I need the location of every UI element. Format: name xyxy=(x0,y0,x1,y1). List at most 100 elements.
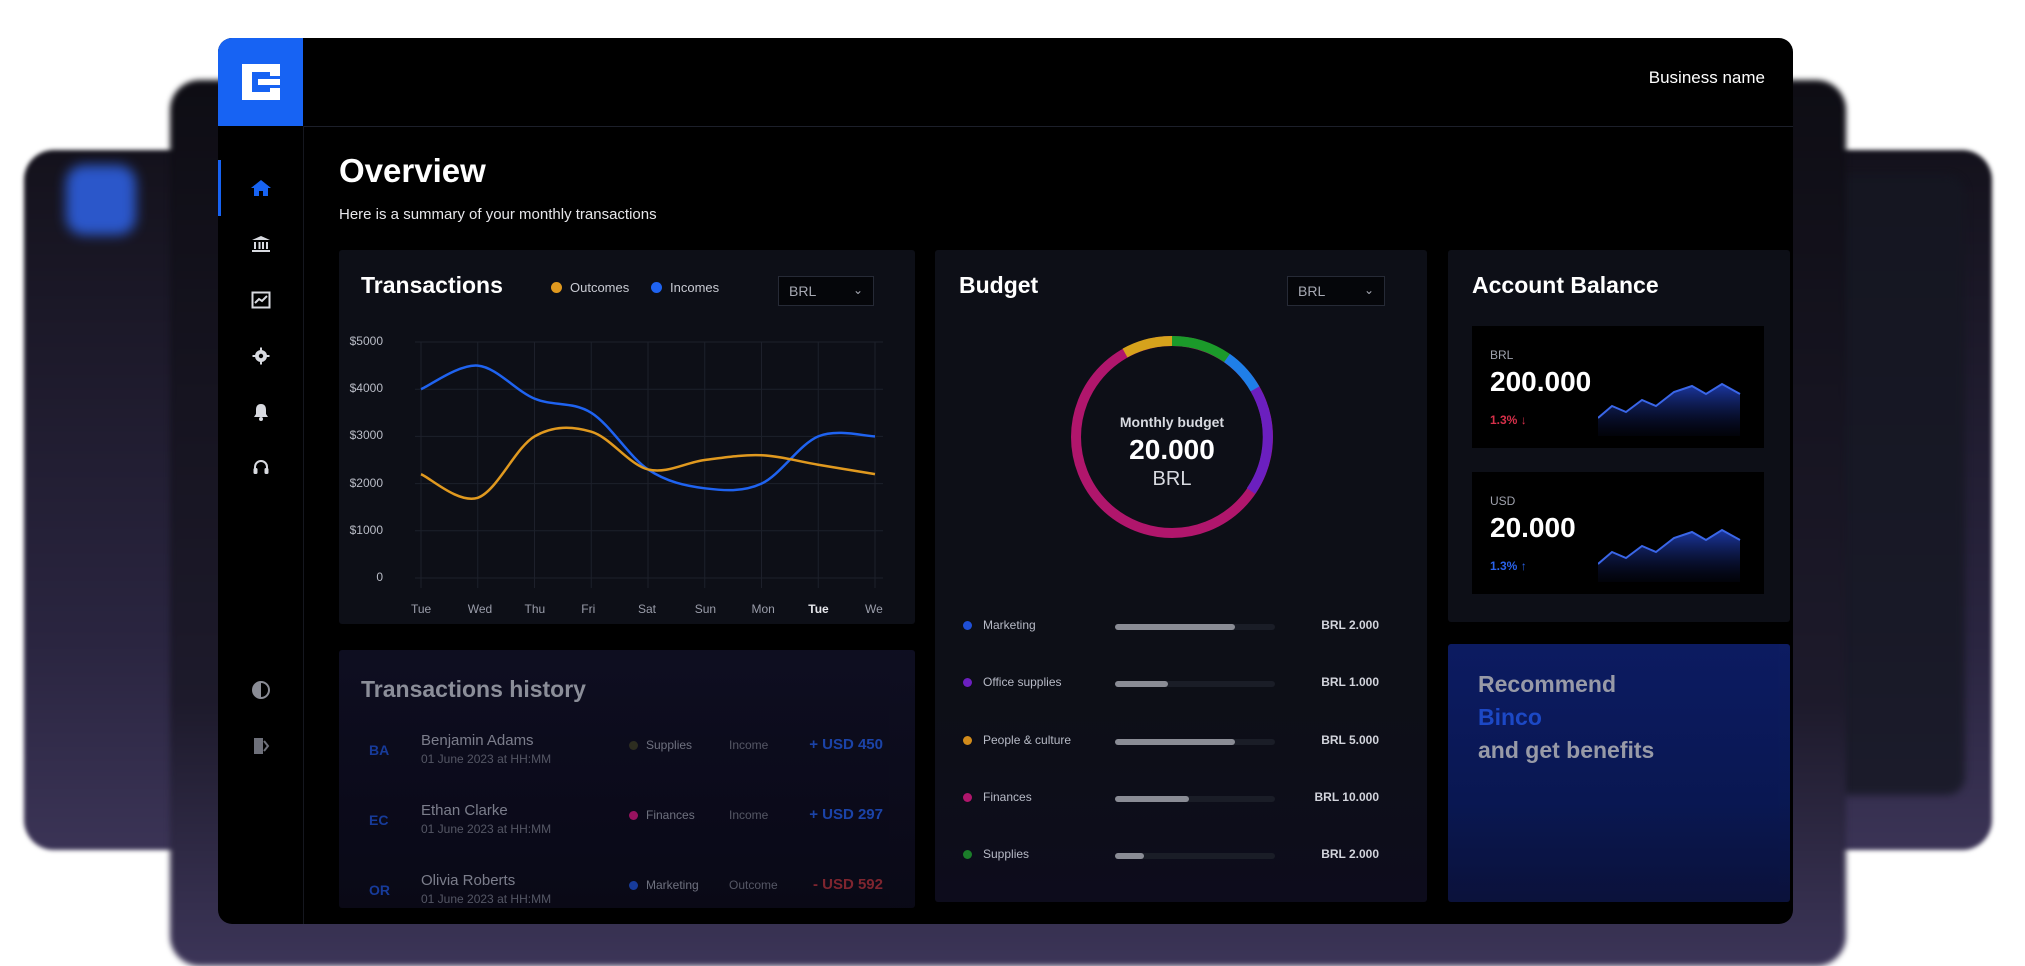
transactions-chart xyxy=(415,341,883,588)
y-tick-label: $3000 xyxy=(349,428,383,443)
history-amount: - USD 592 xyxy=(812,876,883,893)
promo-line-3: and get benefits xyxy=(1478,737,1655,763)
budget-amount: BRL 2.000 xyxy=(1321,618,1379,632)
budget-progress-fill xyxy=(1115,681,1168,687)
budget-amount: BRL 5.000 xyxy=(1321,733,1379,747)
donut-segment-people xyxy=(1122,335,1173,358)
sidebar-item-bank[interactable] xyxy=(218,224,303,264)
theme-toggle[interactable] xyxy=(218,670,303,710)
balance-currency: BRL xyxy=(1490,348,1514,362)
budget-item[interactable]: Supplies BRL 2.000 xyxy=(959,847,1379,867)
budget-dot xyxy=(963,678,972,687)
budget-progress xyxy=(1115,739,1275,745)
budget-item[interactable]: Marketing BRL 2.000 xyxy=(959,618,1379,638)
sidebar-item-support[interactable] xyxy=(218,448,303,488)
gear-icon xyxy=(252,347,269,365)
business-name[interactable]: Business name xyxy=(1648,68,1765,87)
promo-line-1: Recommend xyxy=(1478,671,1617,697)
donut-center-unit: BRL xyxy=(1152,468,1192,490)
sidebar-item-notifications[interactable] xyxy=(218,392,303,432)
budget-label: Finances xyxy=(983,790,1032,804)
budget-currency-value: BRL xyxy=(1298,283,1326,299)
balance-change: 1.3% ↑ xyxy=(1490,559,1527,573)
legend-incomes-label: Incomes xyxy=(670,280,720,295)
promo-text: Recommend Binco and get benefits xyxy=(1478,668,1654,767)
x-tick-label: Wed xyxy=(467,602,493,616)
budget-label: People & culture xyxy=(983,733,1072,747)
category-dot xyxy=(629,810,638,820)
y-tick-label: $4000 xyxy=(349,381,383,396)
budget-amount: BRL 1.000 xyxy=(1321,675,1379,689)
x-tick-label: Mon xyxy=(751,602,775,616)
arrow-up-icon: ↑ xyxy=(1520,559,1527,573)
budget-dot xyxy=(963,850,972,859)
history-name: Olivia Roberts xyxy=(421,872,516,889)
budget-progress xyxy=(1115,796,1275,802)
balance-usd[interactable]: USD 20.000 1.3% ↑ xyxy=(1472,472,1764,594)
headset-icon xyxy=(253,460,268,474)
page-title: Overview xyxy=(339,152,486,189)
series-line-outcomes xyxy=(420,426,876,500)
history-category: Finances xyxy=(629,808,695,822)
budget-progress xyxy=(1115,624,1275,630)
budget-item[interactable]: People & culture BRL 5.000 xyxy=(959,733,1379,753)
budget-item[interactable]: Finances BRL 10.000 xyxy=(959,790,1379,810)
table-row[interactable]: EC Ethan Clarke 01 June 2023 at HH:MM Finan… xyxy=(359,802,895,852)
x-tick-label: Sun xyxy=(694,602,717,616)
balance-sparkline xyxy=(1598,382,1741,436)
sidebar-item-settings[interactable] xyxy=(218,336,303,376)
x-tick-label: Tue xyxy=(808,602,829,616)
history-date: 01 June 2023 at HH:MM xyxy=(421,752,552,766)
history-type: Income xyxy=(729,738,769,752)
history-amount: + USD 450 xyxy=(809,736,883,753)
budget-progress xyxy=(1115,853,1275,859)
budget-card: Budget BRL ⌄ Monthly budget 20.000 BRL M… xyxy=(935,250,1427,902)
history-date: 01 June 2023 at HH:MM xyxy=(421,892,552,906)
background-logo-blur xyxy=(66,165,136,235)
balance-currency: USD xyxy=(1490,494,1516,508)
sidebar-item-analytics[interactable] xyxy=(218,280,303,320)
x-tick-label: Sat xyxy=(638,602,657,616)
donut-segment-supplies xyxy=(1171,335,1230,363)
budget-item[interactable]: Office supplies BRL 1.000 xyxy=(959,675,1379,695)
budget-progress-fill xyxy=(1115,739,1235,745)
app-window: Business name Overview Here is a summary… xyxy=(218,38,1793,924)
history-type: Outcome xyxy=(729,878,778,892)
referral-promo[interactable]: Recommend Binco and get benefits xyxy=(1448,644,1790,902)
contrast-icon xyxy=(251,681,270,699)
budget-dot xyxy=(963,621,972,630)
budget-progress-fill xyxy=(1115,624,1235,630)
legend-outcomes-dot xyxy=(551,282,562,293)
table-row[interactable]: BA Benjamin Adams 01 June 2023 at HH:MM Sup… xyxy=(359,732,895,782)
budget-label: Marketing xyxy=(983,618,1036,632)
transactions-card: Transactions Outcomes Incomes BRL ⌄ $500… xyxy=(339,250,915,624)
transactions-title: Transactions xyxy=(361,272,503,298)
top-bar: Business name xyxy=(303,38,1793,127)
legend-outcomes[interactable]: Outcomes xyxy=(551,280,629,295)
table-row[interactable]: OR Olivia Roberts 01 June 2023 at HH:MM Mar… xyxy=(359,872,895,922)
budget-title: Budget xyxy=(959,272,1039,298)
donut-segment-marketing xyxy=(1223,353,1260,392)
budget-dot xyxy=(963,793,972,802)
balance-sparkline xyxy=(1598,528,1741,582)
transactions-history-card: Transactions history BA Benjamin Adams 01 … xyxy=(339,650,915,908)
logout-button[interactable] xyxy=(218,726,303,766)
budget-amount: BRL 2.000 xyxy=(1321,847,1379,861)
history-title: Transactions history xyxy=(361,676,586,702)
arrow-down-icon: ↓ xyxy=(1520,413,1527,427)
transactions-currency-select[interactable]: BRL ⌄ xyxy=(778,276,874,306)
app-logo[interactable] xyxy=(218,38,303,126)
category-dot xyxy=(629,740,638,750)
donut-center-value: 20.000 xyxy=(1129,434,1215,465)
x-tick-label: Thu xyxy=(524,602,546,616)
sidebar-item-home[interactable] xyxy=(218,160,303,216)
balance-brl[interactable]: BRL 200.000 1.3% ↓ xyxy=(1472,326,1764,448)
history-date: 01 June 2023 at HH:MM xyxy=(421,822,552,836)
budget-currency-select[interactable]: BRL ⌄ xyxy=(1287,276,1385,306)
budget-label: Supplies xyxy=(983,847,1030,861)
chevron-down-icon: ⌄ xyxy=(1363,283,1374,297)
home-icon xyxy=(250,180,271,196)
bank-icon xyxy=(251,236,270,252)
donut-segment-office xyxy=(1246,386,1273,494)
legend-incomes[interactable]: Incomes xyxy=(651,280,719,295)
